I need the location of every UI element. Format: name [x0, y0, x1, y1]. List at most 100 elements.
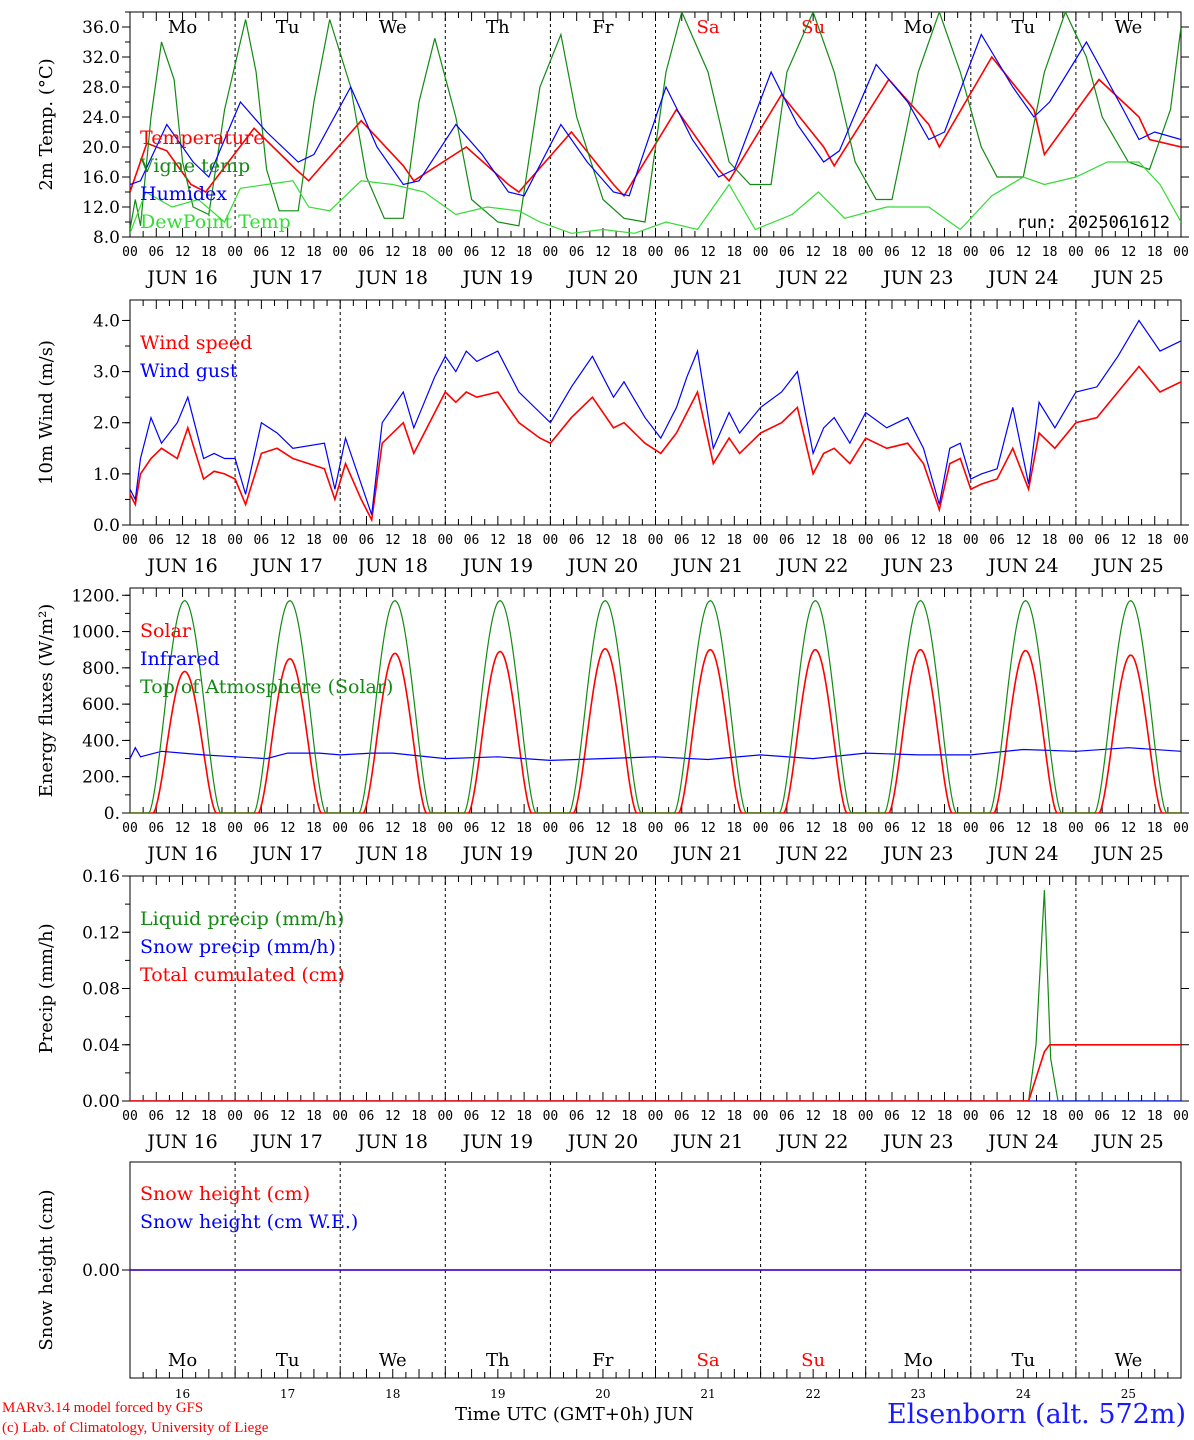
date-label: JUN 22 [776, 1131, 848, 1153]
hour-tick-label: 06 [989, 1109, 1005, 1124]
temperature-frame [129, 11, 1182, 238]
day-number-label: 25 [1121, 1387, 1136, 1401]
station-label: Elsenborn (alt. 572m) [887, 1399, 1186, 1430]
date-label: JUN 21 [671, 267, 743, 289]
credits: MARv3.14 model forced by GFS (c) Lab. of… [2, 1398, 268, 1438]
hour-tick-label: 18 [1147, 533, 1163, 548]
weekday-label: Fr [592, 17, 613, 38]
y-tick-label: 0. [104, 804, 120, 824]
hour-tick-label: 00 [753, 1109, 769, 1124]
series-line-liquid-precip-mm-h- [130, 890, 1181, 1101]
hour-tick-label: 18 [621, 533, 637, 548]
weekday-label: Tu [1012, 1350, 1036, 1371]
hour-tick-label: 06 [674, 1109, 690, 1124]
hour-tick-label: 18 [201, 1109, 217, 1124]
hour-tick-label: 18 [1042, 245, 1058, 260]
date-label: JUN 24 [986, 843, 1058, 865]
hour-tick-label: 18 [411, 533, 427, 548]
hour-tick-label: 12 [595, 533, 611, 548]
y-tick-label: 0.12 [82, 923, 120, 943]
hour-tick-label: 06 [464, 245, 480, 260]
y-tick-label: 0.16 [82, 867, 120, 887]
weekday-label: Mo [168, 17, 197, 38]
legend-entry: Snow precip (mm/h) [140, 936, 336, 958]
hour-tick-label: 12 [700, 533, 716, 548]
energy-frame [129, 587, 1182, 814]
hour-tick-label: 06 [884, 533, 900, 548]
hour-tick-label: 12 [280, 533, 296, 548]
y-tick-label: 0.08 [82, 980, 120, 1000]
day-number-label: 22 [806, 1387, 821, 1401]
day-number-label: 24 [1016, 1387, 1032, 1401]
date-label: JUN 16 [145, 267, 217, 289]
hour-tick-label: 06 [989, 245, 1005, 260]
date-label: JUN 23 [881, 267, 953, 289]
date-label: JUN 16 [145, 1131, 217, 1153]
hour-tick-label: 18 [832, 821, 848, 836]
hour-tick-label: 06 [569, 245, 585, 260]
credit-line-model: MARv3.14 model forced by GFS [2, 1400, 204, 1416]
date-label: JUN 21 [671, 843, 743, 865]
hour-tick-label: 18 [726, 245, 742, 260]
hour-tick-label: 06 [148, 533, 164, 548]
weekday-label: We [379, 17, 407, 38]
hour-tick-label: 06 [1094, 245, 1110, 260]
hour-tick-label: 12 [280, 821, 296, 836]
date-label: JUN 25 [1091, 1131, 1163, 1153]
hour-tick-label: 18 [832, 245, 848, 260]
weekday-label: Tu [1012, 17, 1036, 38]
weekday-label: We [379, 1350, 407, 1371]
hour-tick-label: 18 [306, 821, 322, 836]
hour-tick-label: 18 [1147, 1109, 1163, 1124]
hour-tick-label: 00 [227, 533, 243, 548]
hour-tick-label: 06 [254, 1109, 270, 1124]
hour-tick-label: 18 [411, 1109, 427, 1124]
date-label: JUN 17 [250, 267, 322, 289]
hour-tick-label: 06 [359, 821, 375, 836]
energy-panel: 0. 200. 400. 600. 800. 1000. 1200. Energy fluxe… [36, 586, 1189, 865]
hour-tick-label: 12 [175, 821, 191, 836]
legend-entry: Liquid precip (mm/h) [140, 908, 344, 930]
hour-tick-label: 12 [175, 533, 191, 548]
hour-tick-label: 12 [490, 821, 506, 836]
weekday-label: Sa [697, 17, 720, 38]
snow-y-axis-label: Snow height (cm) [36, 1189, 57, 1350]
hour-tick-label: 06 [148, 245, 164, 260]
hour-tick-label: 06 [569, 821, 585, 836]
hour-tick-label: 06 [359, 245, 375, 260]
hour-tick-label: 12 [1016, 533, 1032, 548]
hour-tick-label: 00 [963, 1109, 979, 1124]
hour-tick-label: 00 [858, 245, 874, 260]
legend-entry: Humidex [140, 183, 227, 205]
date-label: JUN 17 [250, 555, 322, 577]
legend-entry: Wind gust [140, 360, 238, 382]
hour-tick-label: 06 [359, 533, 375, 548]
y-tick-label: 0.00 [82, 1261, 120, 1281]
hour-tick-label: 12 [385, 821, 401, 836]
hour-tick-label: 06 [989, 821, 1005, 836]
hour-tick-label: 12 [910, 821, 926, 836]
hour-tick-label: 12 [1016, 1109, 1032, 1124]
y-tick-label: 0.00 [82, 1092, 120, 1112]
hour-tick-label: 00 [122, 245, 138, 260]
y-tick-label: 1000. [71, 623, 120, 643]
date-label: JUN 25 [1091, 555, 1163, 577]
hour-tick-label: 18 [516, 821, 532, 836]
weekday-label: Su [801, 1350, 825, 1371]
series-line-wind-gust [130, 319, 1181, 515]
weekday-label: Fr [592, 1350, 613, 1371]
hour-tick-label: 00 [963, 533, 979, 548]
date-label: JUN 20 [566, 1131, 638, 1153]
series-line-top-of-atmosphere-solar- [130, 600, 1181, 813]
date-label: JUN 16 [145, 555, 217, 577]
precip-y-axis-label: Precip (mm/h) [36, 923, 57, 1053]
y-tick-label: 3.0 [93, 363, 120, 383]
date-label: JUN 19 [461, 267, 533, 289]
y-tick-label: 1200. [71, 586, 120, 606]
y-tick-label: 8.0 [93, 228, 120, 248]
y-tick-label: 0.0 [93, 516, 120, 536]
y-tick-label: 0.04 [82, 1036, 120, 1056]
hour-tick-label: 00 [963, 245, 979, 260]
hour-tick-label: 12 [490, 1109, 506, 1124]
series-line-dewpoint-temp [130, 161, 1181, 234]
